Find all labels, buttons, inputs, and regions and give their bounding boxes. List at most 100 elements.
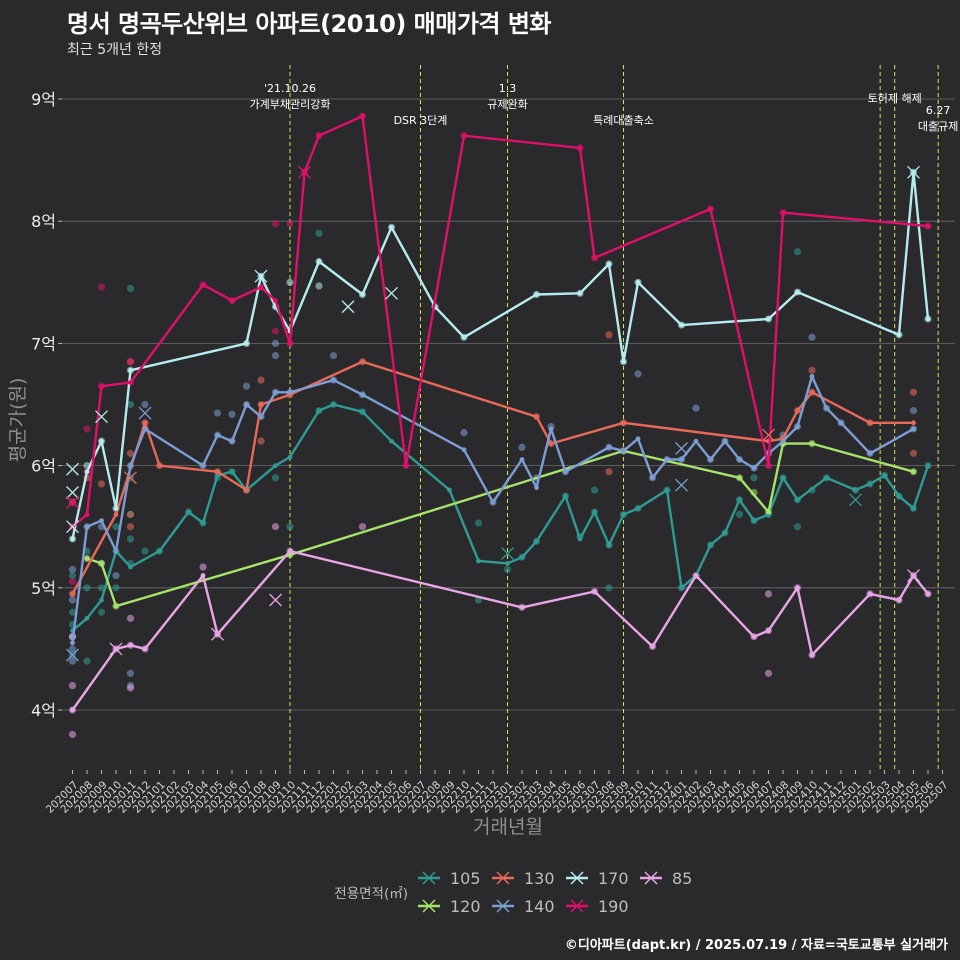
- line-point-170: [679, 322, 684, 328]
- data-point-105: [141, 547, 149, 555]
- line-point-85: [795, 585, 800, 591]
- line-point-105: [84, 615, 90, 621]
- line-point-105: [215, 472, 220, 478]
- line-point-105: [331, 402, 336, 407]
- data-point-105: [793, 523, 802, 531]
- event-label: DSR 3단계: [394, 114, 448, 127]
- data-point-140: [68, 645, 77, 653]
- line-point-120: [113, 603, 119, 609]
- cross-marker-170: [385, 286, 398, 300]
- line-point-140: [824, 405, 829, 411]
- data-point-85: [68, 681, 77, 690]
- cross-marker-170: [66, 462, 79, 476]
- data-point-140: [808, 333, 816, 341]
- line-point-130: [215, 469, 220, 475]
- line-point-105: [229, 469, 235, 475]
- line-point-130: [70, 591, 75, 597]
- data-point-105: [126, 535, 135, 543]
- line-point-140: [331, 377, 336, 383]
- line-point-105: [606, 542, 612, 548]
- cross-marker-140: [675, 478, 688, 492]
- cross-marker-85: [269, 593, 282, 607]
- line-point-130: [809, 389, 815, 395]
- line-point-190: [403, 463, 409, 468]
- line-point-140: [200, 463, 206, 468]
- line-point-140: [128, 463, 133, 468]
- line-point-105: [780, 475, 786, 481]
- line-point-140: [244, 402, 249, 407]
- line-point-140: [548, 426, 554, 432]
- line-point-105: [882, 472, 887, 478]
- data-point-140: [68, 657, 77, 665]
- data-point-140: [141, 400, 149, 409]
- line-point-105: [287, 454, 293, 460]
- line-point-105: [751, 518, 757, 523]
- line-point-105: [867, 481, 873, 487]
- line-point-105: [737, 497, 742, 503]
- series-line-130: [71, 360, 914, 595]
- line-point-140: [679, 457, 684, 462]
- data-point-105: [750, 474, 758, 482]
- cross-marker-85: [907, 569, 920, 583]
- event-label: '21.10.26: [264, 82, 316, 95]
- line-point-140: [490, 499, 496, 505]
- line-point-120: [809, 441, 815, 447]
- line-point-140: [751, 465, 757, 471]
- data-point-130: [909, 449, 918, 457]
- event-label: 6.27: [926, 104, 951, 117]
- data-point-130: [808, 366, 816, 374]
- line-point-170: [766, 316, 771, 322]
- line-point-190: [708, 206, 713, 212]
- data-point-130: [126, 449, 135, 457]
- data-point-105: [97, 608, 106, 616]
- line-point-105: [157, 548, 162, 554]
- cross-marker-170: [907, 165, 920, 179]
- legend-title: 전용면적(㎡): [334, 886, 408, 902]
- legend-label-105: 105: [450, 869, 481, 888]
- line-point-190: [287, 341, 293, 346]
- data-point-130: [257, 376, 265, 384]
- line-point-130: [244, 487, 249, 493]
- line-point-140: [693, 438, 699, 444]
- line-point-190: [316, 133, 322, 139]
- line-point-105: [273, 463, 278, 468]
- legend-label-140: 140: [524, 897, 555, 916]
- data-point-190: [83, 425, 91, 433]
- cross-marker-85: [211, 627, 224, 641]
- line-point-140: [113, 548, 119, 554]
- line-point-140: [258, 414, 264, 420]
- data-point-130: [126, 510, 135, 519]
- line-point-85: [287, 548, 293, 554]
- line-point-105: [534, 538, 539, 544]
- line-point-105: [563, 493, 568, 499]
- legend-label-85: 85: [672, 869, 692, 888]
- series-line-120: [86, 442, 914, 608]
- line-point-140: [215, 432, 220, 438]
- cross-marker-130: [762, 428, 775, 442]
- data-point-105: [503, 565, 512, 574]
- data-point-190: [286, 220, 294, 228]
- line-point-130: [795, 408, 800, 414]
- data-point-140: [518, 443, 526, 451]
- line-point-105: [635, 505, 641, 511]
- line-point-105: [519, 554, 525, 560]
- line-point-140: [737, 457, 742, 462]
- line-point-85: [751, 634, 757, 640]
- line-point-105: [896, 493, 902, 499]
- line-point-105: [200, 520, 206, 526]
- line-point-170: [635, 279, 641, 285]
- line-point-105: [708, 542, 713, 548]
- data-point-140: [692, 404, 700, 412]
- line-point-170: [84, 469, 90, 475]
- data-point-105: [83, 584, 91, 592]
- event-label: 가계부채관리강화: [250, 98, 331, 111]
- series-line-190: [71, 114, 929, 528]
- line-point-170: [925, 316, 931, 322]
- data-point-130: [605, 468, 613, 476]
- legend-key-cross-85: [644, 871, 658, 885]
- line-point-170: [99, 438, 104, 444]
- line-point-140: [142, 426, 148, 432]
- cross-marker-170: [66, 520, 79, 534]
- line-point-105: [128, 564, 133, 570]
